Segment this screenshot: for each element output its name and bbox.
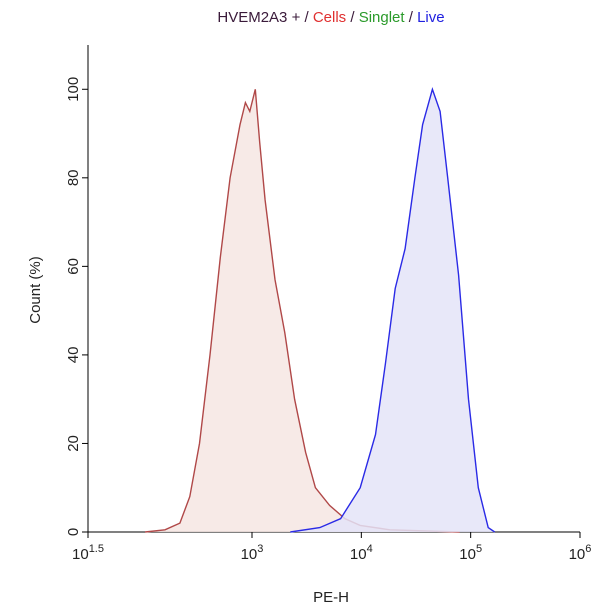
x-tick-exponent: 6: [585, 543, 591, 555]
x-tick-base: 10: [72, 546, 89, 563]
title-part: HVEM2A3 + /: [217, 9, 309, 26]
y-tick-label: 40: [65, 347, 82, 364]
x-tick-base: 10: [459, 546, 476, 563]
x-tick-exponent: 4: [367, 543, 373, 555]
x-tick-label: 101.5: [72, 543, 104, 563]
histogram-curve: [290, 86, 496, 533]
y-tick-label: 60: [65, 258, 82, 275]
y-axis-label: Count (%): [27, 256, 44, 324]
title-part: Singlet: [355, 9, 406, 26]
chart-title: HVEM2A3 + / Cells / Singlet / Live: [217, 9, 444, 26]
x-tick-label: 105: [459, 543, 482, 563]
title-part: /: [346, 9, 355, 26]
y-tick-label: 20: [65, 435, 82, 452]
x-tick-base: 10: [569, 546, 586, 563]
y-tick-label: 100: [65, 77, 82, 102]
x-tick-label: 104: [350, 543, 373, 563]
x-tick-base: 10: [350, 546, 367, 563]
x-tick-label: 106: [569, 543, 592, 563]
title-part: Live: [413, 9, 445, 26]
y-tick-label: 0: [65, 528, 82, 536]
title-part: Cells: [309, 9, 347, 26]
x-tick-label: 103: [241, 543, 264, 563]
x-axis-label: PE-H: [313, 589, 349, 606]
x-tick-exponent: 3: [257, 543, 263, 555]
title-part: /: [405, 9, 414, 26]
x-tick-exponent: 5: [476, 543, 482, 555]
y-tick-label: 80: [65, 169, 82, 186]
x-tick-exponent: 1.5: [89, 543, 104, 555]
x-tick-base: 10: [241, 546, 258, 563]
histogram-curve: [144, 89, 460, 533]
